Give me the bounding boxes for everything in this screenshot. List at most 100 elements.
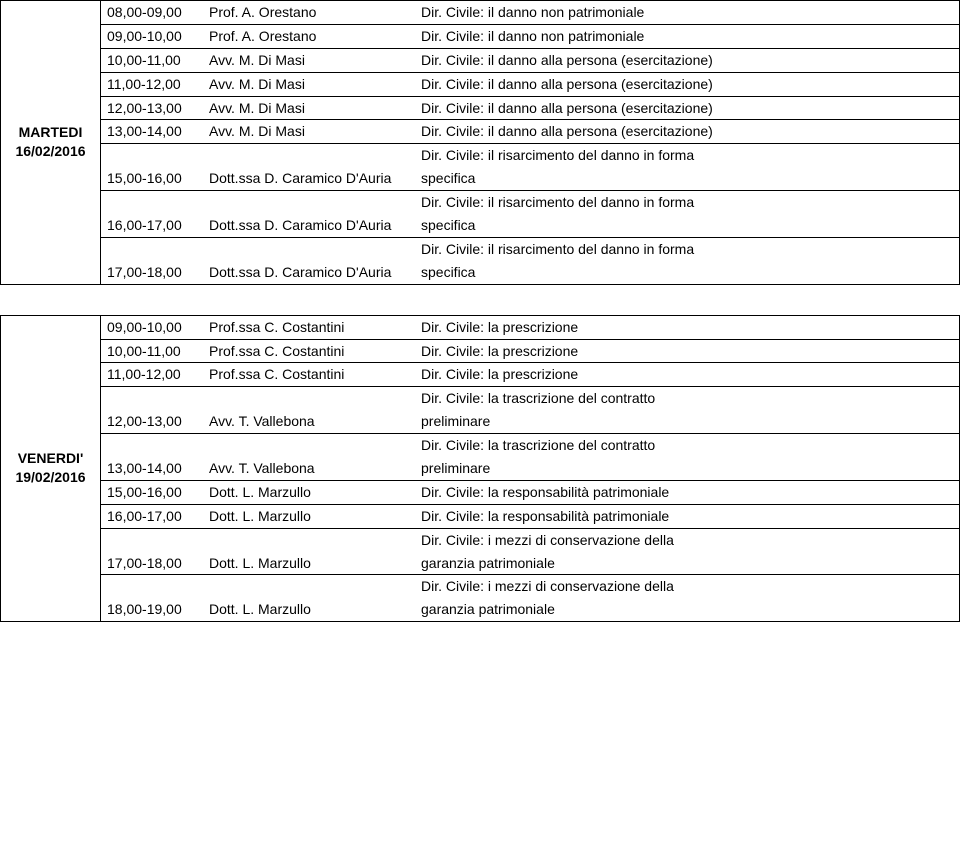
- instructor-cell: Avv. T. Vallebona: [203, 457, 415, 480]
- table-row: 10,00-11,00Prof.ssa C. CostantiniDir. Ci…: [101, 339, 959, 363]
- time-cell: 16,00-17,00: [101, 214, 203, 237]
- table-row: 09,00-10,00Prof. A. OrestanoDir. Civile:…: [101, 24, 959, 48]
- topic-cell: specifica: [415, 167, 959, 190]
- schedule-table: 08,00-09,00Prof. A. OrestanoDir. Civile:…: [101, 1, 959, 284]
- topic-cell: Dir. Civile: il danno alla persona (eser…: [415, 72, 959, 96]
- instructor-cell: Prof. A. Orestano: [203, 24, 415, 48]
- topic-cell: garanzia patrimoniale: [415, 598, 959, 621]
- schedule-table: 09,00-10,00Prof.ssa C. CostantiniDir. Ci…: [101, 316, 959, 622]
- time-cell: [101, 144, 203, 167]
- instructor-cell: [203, 434, 415, 457]
- topic-cell: Dir. Civile: la prescrizione: [415, 363, 959, 387]
- instructor-cell: Prof.ssa C. Costantini: [203, 339, 415, 363]
- instructor-cell: Avv. T. Vallebona: [203, 410, 415, 433]
- instructor-cell: Prof.ssa C. Costantini: [203, 363, 415, 387]
- time-cell: 12,00-13,00: [101, 410, 203, 433]
- table-row: Dir. Civile: la trascrizione del contrat…: [101, 387, 959, 410]
- time-cell: 09,00-10,00: [101, 316, 203, 339]
- topic-cell: Dir. Civile: i mezzi di conservazione de…: [415, 528, 959, 551]
- instructor-cell: [203, 144, 415, 167]
- table-row: 12,00-13,00Avv. M. Di MasiDir. Civile: i…: [101, 96, 959, 120]
- topic-cell: specifica: [415, 214, 959, 237]
- topic-cell: Dir. Civile: il risarcimento del danno i…: [415, 144, 959, 167]
- topic-cell: preliminare: [415, 410, 959, 433]
- instructor-cell: [203, 528, 415, 551]
- topic-cell: Dir. Civile: il danno alla persona (eser…: [415, 48, 959, 72]
- topic-cell: Dir. Civile: il risarcimento del danno i…: [415, 191, 959, 214]
- schedule-block: VENERDI'19/02/201609,00-10,00Prof.ssa C.…: [0, 315, 960, 623]
- topic-cell: specifica: [415, 261, 959, 284]
- time-cell: 15,00-16,00: [101, 480, 203, 504]
- table-row: Dir. Civile: il risarcimento del danno i…: [101, 237, 959, 260]
- table-row: 11,00-12,00Avv. M. Di MasiDir. Civile: i…: [101, 72, 959, 96]
- table-row: 15,00-16,00Dott. L. MarzulloDir. Civile:…: [101, 480, 959, 504]
- topic-cell: Dir. Civile: la prescrizione: [415, 316, 959, 339]
- table-row: Dir. Civile: i mezzi di conservazione de…: [101, 528, 959, 551]
- table-row: 16,00-17,00Dott. L. MarzulloDir. Civile:…: [101, 504, 959, 528]
- time-cell: 17,00-18,00: [101, 261, 203, 284]
- instructor-cell: [203, 387, 415, 410]
- instructor-cell: Dott. L. Marzullo: [203, 552, 415, 575]
- time-cell: 11,00-12,00: [101, 72, 203, 96]
- instructor-cell: Dott.ssa D. Caramico D'Auria: [203, 167, 415, 190]
- table-row: 15,00-16,00Dott.ssa D. Caramico D'Aurias…: [101, 167, 959, 190]
- instructor-cell: Prof. A. Orestano: [203, 1, 415, 24]
- topic-cell: Dir. Civile: il danno alla persona (eser…: [415, 120, 959, 144]
- instructor-cell: Dott. L. Marzullo: [203, 598, 415, 621]
- time-cell: 10,00-11,00: [101, 339, 203, 363]
- time-cell: 15,00-16,00: [101, 167, 203, 190]
- table-row: 18,00-19,00Dott. L. Marzullogaranzia pat…: [101, 598, 959, 621]
- topic-cell: Dir. Civile: la prescrizione: [415, 339, 959, 363]
- topic-cell: Dir. Civile: il danno non patrimoniale: [415, 24, 959, 48]
- topic-cell: garanzia patrimoniale: [415, 552, 959, 575]
- time-cell: 09,00-10,00: [101, 24, 203, 48]
- topic-cell: Dir. Civile: la trascrizione del contrat…: [415, 434, 959, 457]
- table-row: 11,00-12,00Prof.ssa C. CostantiniDir. Ci…: [101, 363, 959, 387]
- time-cell: [101, 191, 203, 214]
- schedule-block: MARTEDI16/02/2016 08,00-09,00Prof. A. Ore…: [0, 0, 960, 285]
- topic-cell: Dir. Civile: la trascrizione del contrat…: [415, 387, 959, 410]
- topic-cell: Dir. Civile: il risarcimento del danno i…: [415, 237, 959, 260]
- day-date: 19/02/2016: [15, 468, 85, 488]
- time-cell: 10,00-11,00: [101, 48, 203, 72]
- topic-cell: Dir. Civile: la responsabilità patrimoni…: [415, 504, 959, 528]
- time-cell: 18,00-19,00: [101, 598, 203, 621]
- instructor-cell: Avv. M. Di Masi: [203, 72, 415, 96]
- topic-cell: Dir. Civile: i mezzi di conservazione de…: [415, 575, 959, 598]
- day-date: 16/02/2016: [15, 142, 85, 162]
- table-row: 16,00-17,00Dott.ssa D. Caramico D'Aurias…: [101, 214, 959, 237]
- table-row: Dir. Civile: i mezzi di conservazione de…: [101, 575, 959, 598]
- table-row: Dir. Civile: il risarcimento del danno i…: [101, 191, 959, 214]
- time-cell: [101, 434, 203, 457]
- instructor-cell: Dott.ssa D. Caramico D'Auria: [203, 214, 415, 237]
- table-row: 08,00-09,00Prof. A. OrestanoDir. Civile:…: [101, 1, 959, 24]
- table-row: 09,00-10,00Prof.ssa C. CostantiniDir. Ci…: [101, 316, 959, 339]
- topic-cell: Dir. Civile: il danno alla persona (eser…: [415, 96, 959, 120]
- instructor-cell: [203, 237, 415, 260]
- day-label: VENERDI'19/02/2016: [1, 316, 101, 622]
- table-row: 17,00-18,00Dott. L. Marzullogaranzia pat…: [101, 552, 959, 575]
- time-cell: [101, 528, 203, 551]
- time-cell: [101, 387, 203, 410]
- instructor-cell: Avv. M. Di Masi: [203, 96, 415, 120]
- day-name: MARTEDI: [19, 123, 83, 143]
- instructor-cell: Avv. M. Di Masi: [203, 48, 415, 72]
- table-row: Dir. Civile: la trascrizione del contrat…: [101, 434, 959, 457]
- time-cell: 13,00-14,00: [101, 457, 203, 480]
- time-cell: [101, 237, 203, 260]
- table-row: Dir. Civile: il risarcimento del danno i…: [101, 144, 959, 167]
- instructor-cell: [203, 191, 415, 214]
- table-row: 13,00-14,00Avv. M. Di MasiDir. Civile: i…: [101, 120, 959, 144]
- time-cell: 16,00-17,00: [101, 504, 203, 528]
- topic-cell: Dir. Civile: il danno non patrimoniale: [415, 1, 959, 24]
- table-row: 12,00-13,00Avv. T. Vallebonapreliminare: [101, 410, 959, 433]
- instructor-cell: Dott. L. Marzullo: [203, 480, 415, 504]
- topic-cell: Dir. Civile: la responsabilità patrimoni…: [415, 480, 959, 504]
- time-cell: 11,00-12,00: [101, 363, 203, 387]
- time-cell: 12,00-13,00: [101, 96, 203, 120]
- table-row: 17,00-18,00Dott.ssa D. Caramico D'Aurias…: [101, 261, 959, 284]
- table-row: 10,00-11,00Avv. M. Di MasiDir. Civile: i…: [101, 48, 959, 72]
- time-cell: 08,00-09,00: [101, 1, 203, 24]
- instructor-cell: Dott. L. Marzullo: [203, 504, 415, 528]
- instructor-cell: Dott.ssa D. Caramico D'Auria: [203, 261, 415, 284]
